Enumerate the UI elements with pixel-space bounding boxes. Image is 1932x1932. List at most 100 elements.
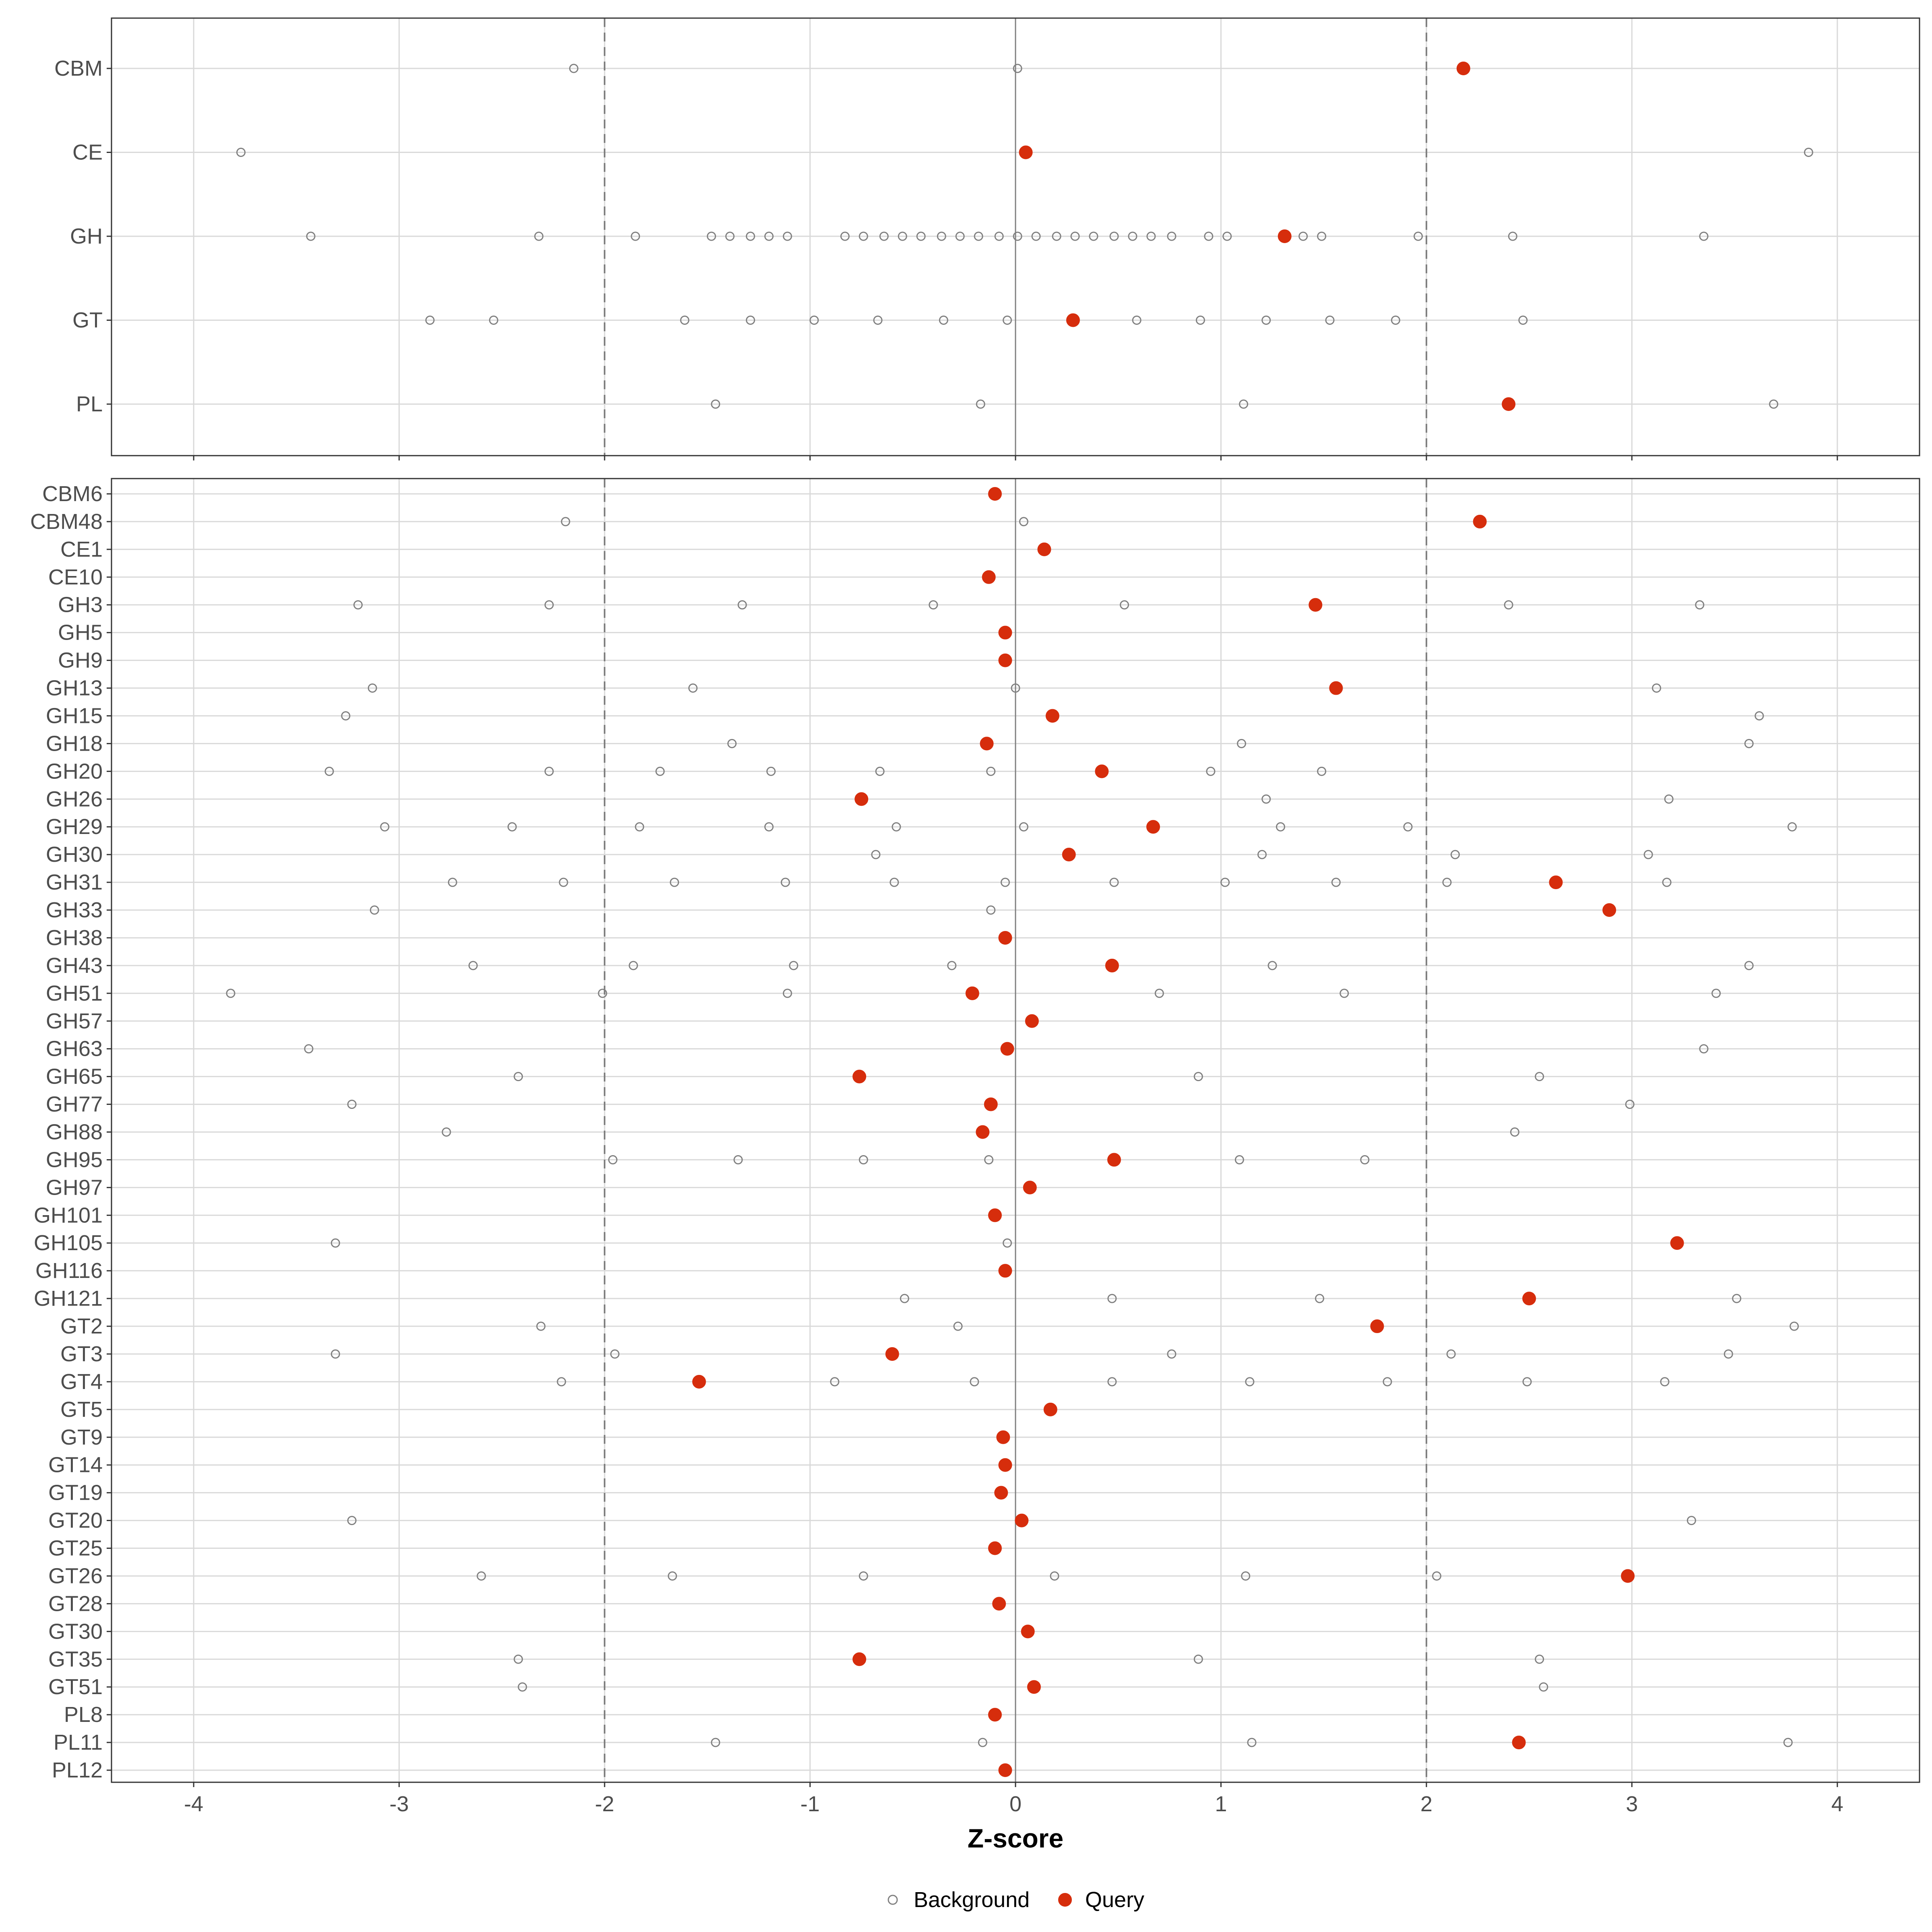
query-point <box>980 737 994 751</box>
background-point <box>1195 316 1205 325</box>
y-tick-label: PL11 <box>54 1730 103 1754</box>
background-point <box>670 877 679 887</box>
background-point <box>1193 1654 1203 1664</box>
background-point <box>514 1654 523 1664</box>
background-point <box>1013 231 1022 241</box>
background-point <box>871 850 881 859</box>
query-point <box>984 1097 998 1111</box>
query-point <box>1602 903 1616 917</box>
background-point <box>711 399 720 409</box>
background-point <box>655 766 665 776</box>
background-point <box>534 231 544 241</box>
background-point <box>955 231 965 241</box>
y-tick-label: GT2 <box>60 1314 103 1338</box>
background-point <box>1167 1349 1177 1359</box>
background-point <box>1070 231 1080 241</box>
background-point <box>764 231 774 241</box>
background-point <box>1003 1238 1012 1248</box>
x-tick-label: -4 <box>184 1792 203 1816</box>
query-point <box>994 1486 1008 1500</box>
y-tick-label: GT26 <box>48 1564 103 1588</box>
y-tick-label: CBM <box>54 56 103 80</box>
y-tick-label: GT51 <box>48 1675 103 1699</box>
background-point <box>873 316 883 325</box>
background-point <box>746 316 755 325</box>
background-point <box>442 1127 451 1137</box>
y-tick-label: GH105 <box>34 1231 103 1255</box>
y-tick-label: GH26 <box>46 787 103 811</box>
background-point <box>1204 231 1214 241</box>
y-tick-label: GT30 <box>48 1619 103 1643</box>
background-point <box>1744 739 1754 748</box>
background-point <box>631 231 640 241</box>
background-point <box>1325 316 1335 325</box>
background-point <box>1643 850 1653 859</box>
background-point <box>1000 877 1010 887</box>
background-point <box>1539 1682 1548 1692</box>
query-point <box>852 1652 867 1666</box>
background-point <box>629 961 638 970</box>
query-point <box>1522 1292 1536 1306</box>
background-point <box>875 766 885 776</box>
background-point <box>711 1738 720 1747</box>
background-point <box>859 231 868 241</box>
background-point <box>725 231 735 241</box>
y-tick-label: CE <box>72 140 103 165</box>
background-point <box>898 231 907 241</box>
background-point <box>1403 822 1413 832</box>
y-tick-label: GT19 <box>48 1481 103 1505</box>
background-point <box>1664 794 1674 804</box>
query-point <box>1549 875 1563 890</box>
background-point <box>1132 316 1141 325</box>
background-point <box>608 1155 618 1164</box>
query-point <box>998 1458 1012 1472</box>
background-point <box>425 316 435 325</box>
x-axis-title: Z-score <box>968 1823 1063 1853</box>
background-point <box>1535 1654 1544 1664</box>
legend-query-marker <box>1058 1893 1072 1907</box>
query-point <box>1329 681 1343 695</box>
legend-query-label: Query <box>1085 1888 1144 1912</box>
background-point <box>782 231 792 241</box>
background-point <box>1107 1377 1117 1387</box>
query-point <box>1045 709 1059 723</box>
background-point <box>635 822 644 832</box>
background-point <box>939 316 948 325</box>
background-point <box>1109 231 1119 241</box>
background-point <box>347 1516 357 1525</box>
query-point <box>1021 1624 1035 1639</box>
x-tick-label: 3 <box>1626 1792 1638 1816</box>
background-point <box>557 1377 566 1387</box>
background-point <box>477 1571 486 1581</box>
query-point <box>998 625 1012 640</box>
background-point <box>1711 989 1721 998</box>
panel-2: CBM6 CBM48 CE1 CE10 GH3 GH5 GH9 GH13 GH15 GH18 GH2… <box>30 478 1920 1787</box>
y-tick-label: GH77 <box>46 1092 103 1117</box>
background-point <box>1652 683 1662 693</box>
legend: Background Query <box>888 1888 1144 1912</box>
background-point <box>986 766 996 776</box>
y-tick-label: GT25 <box>48 1536 103 1560</box>
background-point <box>1317 231 1327 241</box>
background-point <box>1625 1100 1635 1109</box>
x-tick-label: -1 <box>801 1792 820 1816</box>
query-point <box>1278 229 1292 243</box>
background-point <box>569 64 579 73</box>
background-point <box>892 822 901 832</box>
background-point <box>1261 316 1271 325</box>
y-tick-label: GH121 <box>34 1286 103 1311</box>
background-point <box>353 600 363 610</box>
background-point <box>1518 316 1528 325</box>
query-point <box>1095 764 1109 778</box>
query-point <box>852 1069 867 1084</box>
background-point <box>1241 1571 1251 1581</box>
background-point <box>1107 1294 1117 1303</box>
y-tick-label: CBM48 <box>30 510 103 534</box>
background-point <box>304 1044 314 1054</box>
background-point <box>1050 1571 1059 1581</box>
background-point <box>1317 766 1327 776</box>
background-point <box>1744 961 1754 970</box>
background-point <box>970 1377 979 1387</box>
background-point <box>1331 877 1341 887</box>
background-point <box>974 231 983 241</box>
